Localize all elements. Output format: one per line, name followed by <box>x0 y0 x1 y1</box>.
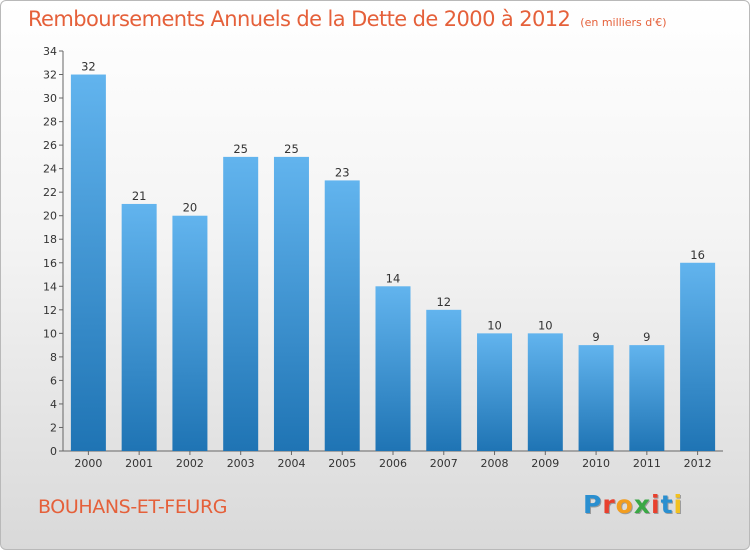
bar-value-label: 32 <box>81 60 96 74</box>
y-tick-label: 0 <box>50 445 57 458</box>
y-tick-label: 20 <box>43 210 57 223</box>
bar <box>578 345 614 451</box>
x-tick-label: 2003 <box>227 457 255 470</box>
x-tick-label: 2004 <box>277 457 305 470</box>
bar <box>324 180 360 452</box>
logo-letter: o <box>615 490 634 519</box>
y-tick-label: 28 <box>43 116 57 129</box>
bar-value-label: 23 <box>335 165 350 179</box>
x-tick-label: 2000 <box>74 457 102 470</box>
bar <box>527 333 563 451</box>
y-tick-label: 4 <box>50 398 57 411</box>
proxiti-logo: Proxiti <box>583 490 683 519</box>
y-tick-label: 18 <box>43 233 57 246</box>
bar <box>223 156 259 451</box>
bar <box>121 203 157 451</box>
y-tick-label: 30 <box>43 92 57 105</box>
y-tick-label: 2 <box>50 421 57 434</box>
x-tick-label: 2012 <box>684 457 712 470</box>
y-tick-label: 34 <box>43 45 57 58</box>
y-tick-label: 12 <box>43 304 57 317</box>
bar-value-label: 20 <box>183 201 198 215</box>
bar <box>70 74 106 451</box>
x-tick-label: 2009 <box>531 457 559 470</box>
y-tick-label: 22 <box>43 186 57 199</box>
y-tick-label: 6 <box>50 374 57 387</box>
bar-value-label: 10 <box>487 318 502 332</box>
data-labels: 32 21 20 25 25 23 14 12 10 10 9 9 16 <box>81 60 705 345</box>
x-tick-label: 2001 <box>125 457 153 470</box>
y-tick-label: 24 <box>43 163 57 176</box>
bars <box>70 74 716 452</box>
x-tick-label: 2010 <box>582 457 610 470</box>
bar-value-label: 25 <box>284 142 299 156</box>
bar-value-label: 16 <box>690 248 705 262</box>
y-tick-label: 16 <box>43 257 57 270</box>
logo-letter: i <box>651 490 661 519</box>
bar-value-label: 14 <box>386 271 401 285</box>
subtitle-text: (en milliers d'€) <box>580 16 667 29</box>
x-tick-label: 2007 <box>430 457 458 470</box>
commune-name: BOUHANS-ET-FEURG <box>38 496 228 518</box>
y-tick-label: 8 <box>50 351 57 364</box>
bar-value-label: 10 <box>538 318 553 332</box>
y-tick-label: 26 <box>43 139 57 152</box>
y-tick-label: 32 <box>43 69 57 82</box>
x-tick-label: 2011 <box>633 457 661 470</box>
bar <box>629 345 665 451</box>
x-tick-label: 2005 <box>328 457 356 470</box>
x-tick-label: 2002 <box>176 457 204 470</box>
bar-value-label: 9 <box>643 330 650 344</box>
chart-title: Remboursements Annuels de la Dette de 20… <box>28 7 667 31</box>
logo-letter: r <box>602 490 616 519</box>
bar-value-label: 12 <box>436 295 451 309</box>
bar <box>426 309 462 451</box>
bar <box>172 215 208 451</box>
y-tick-label: 10 <box>43 327 57 340</box>
logo-letter: x <box>633 490 651 519</box>
bar <box>375 286 411 451</box>
bar-value-label: 21 <box>132 189 147 203</box>
bar <box>477 333 513 451</box>
bar <box>680 262 716 451</box>
bar-value-label: 9 <box>592 330 599 344</box>
logo-letter: P <box>583 490 603 519</box>
bar <box>273 156 309 451</box>
bar-value-label: 25 <box>233 142 248 156</box>
x-tick-label: 2006 <box>379 457 407 470</box>
logo-letter: t <box>660 490 674 519</box>
title-text: Remboursements Annuels de la Dette de 20… <box>28 7 571 31</box>
y-tick-label: 14 <box>43 280 57 293</box>
logo-letter: i <box>673 490 684 519</box>
x-tick-label: 2008 <box>481 457 509 470</box>
